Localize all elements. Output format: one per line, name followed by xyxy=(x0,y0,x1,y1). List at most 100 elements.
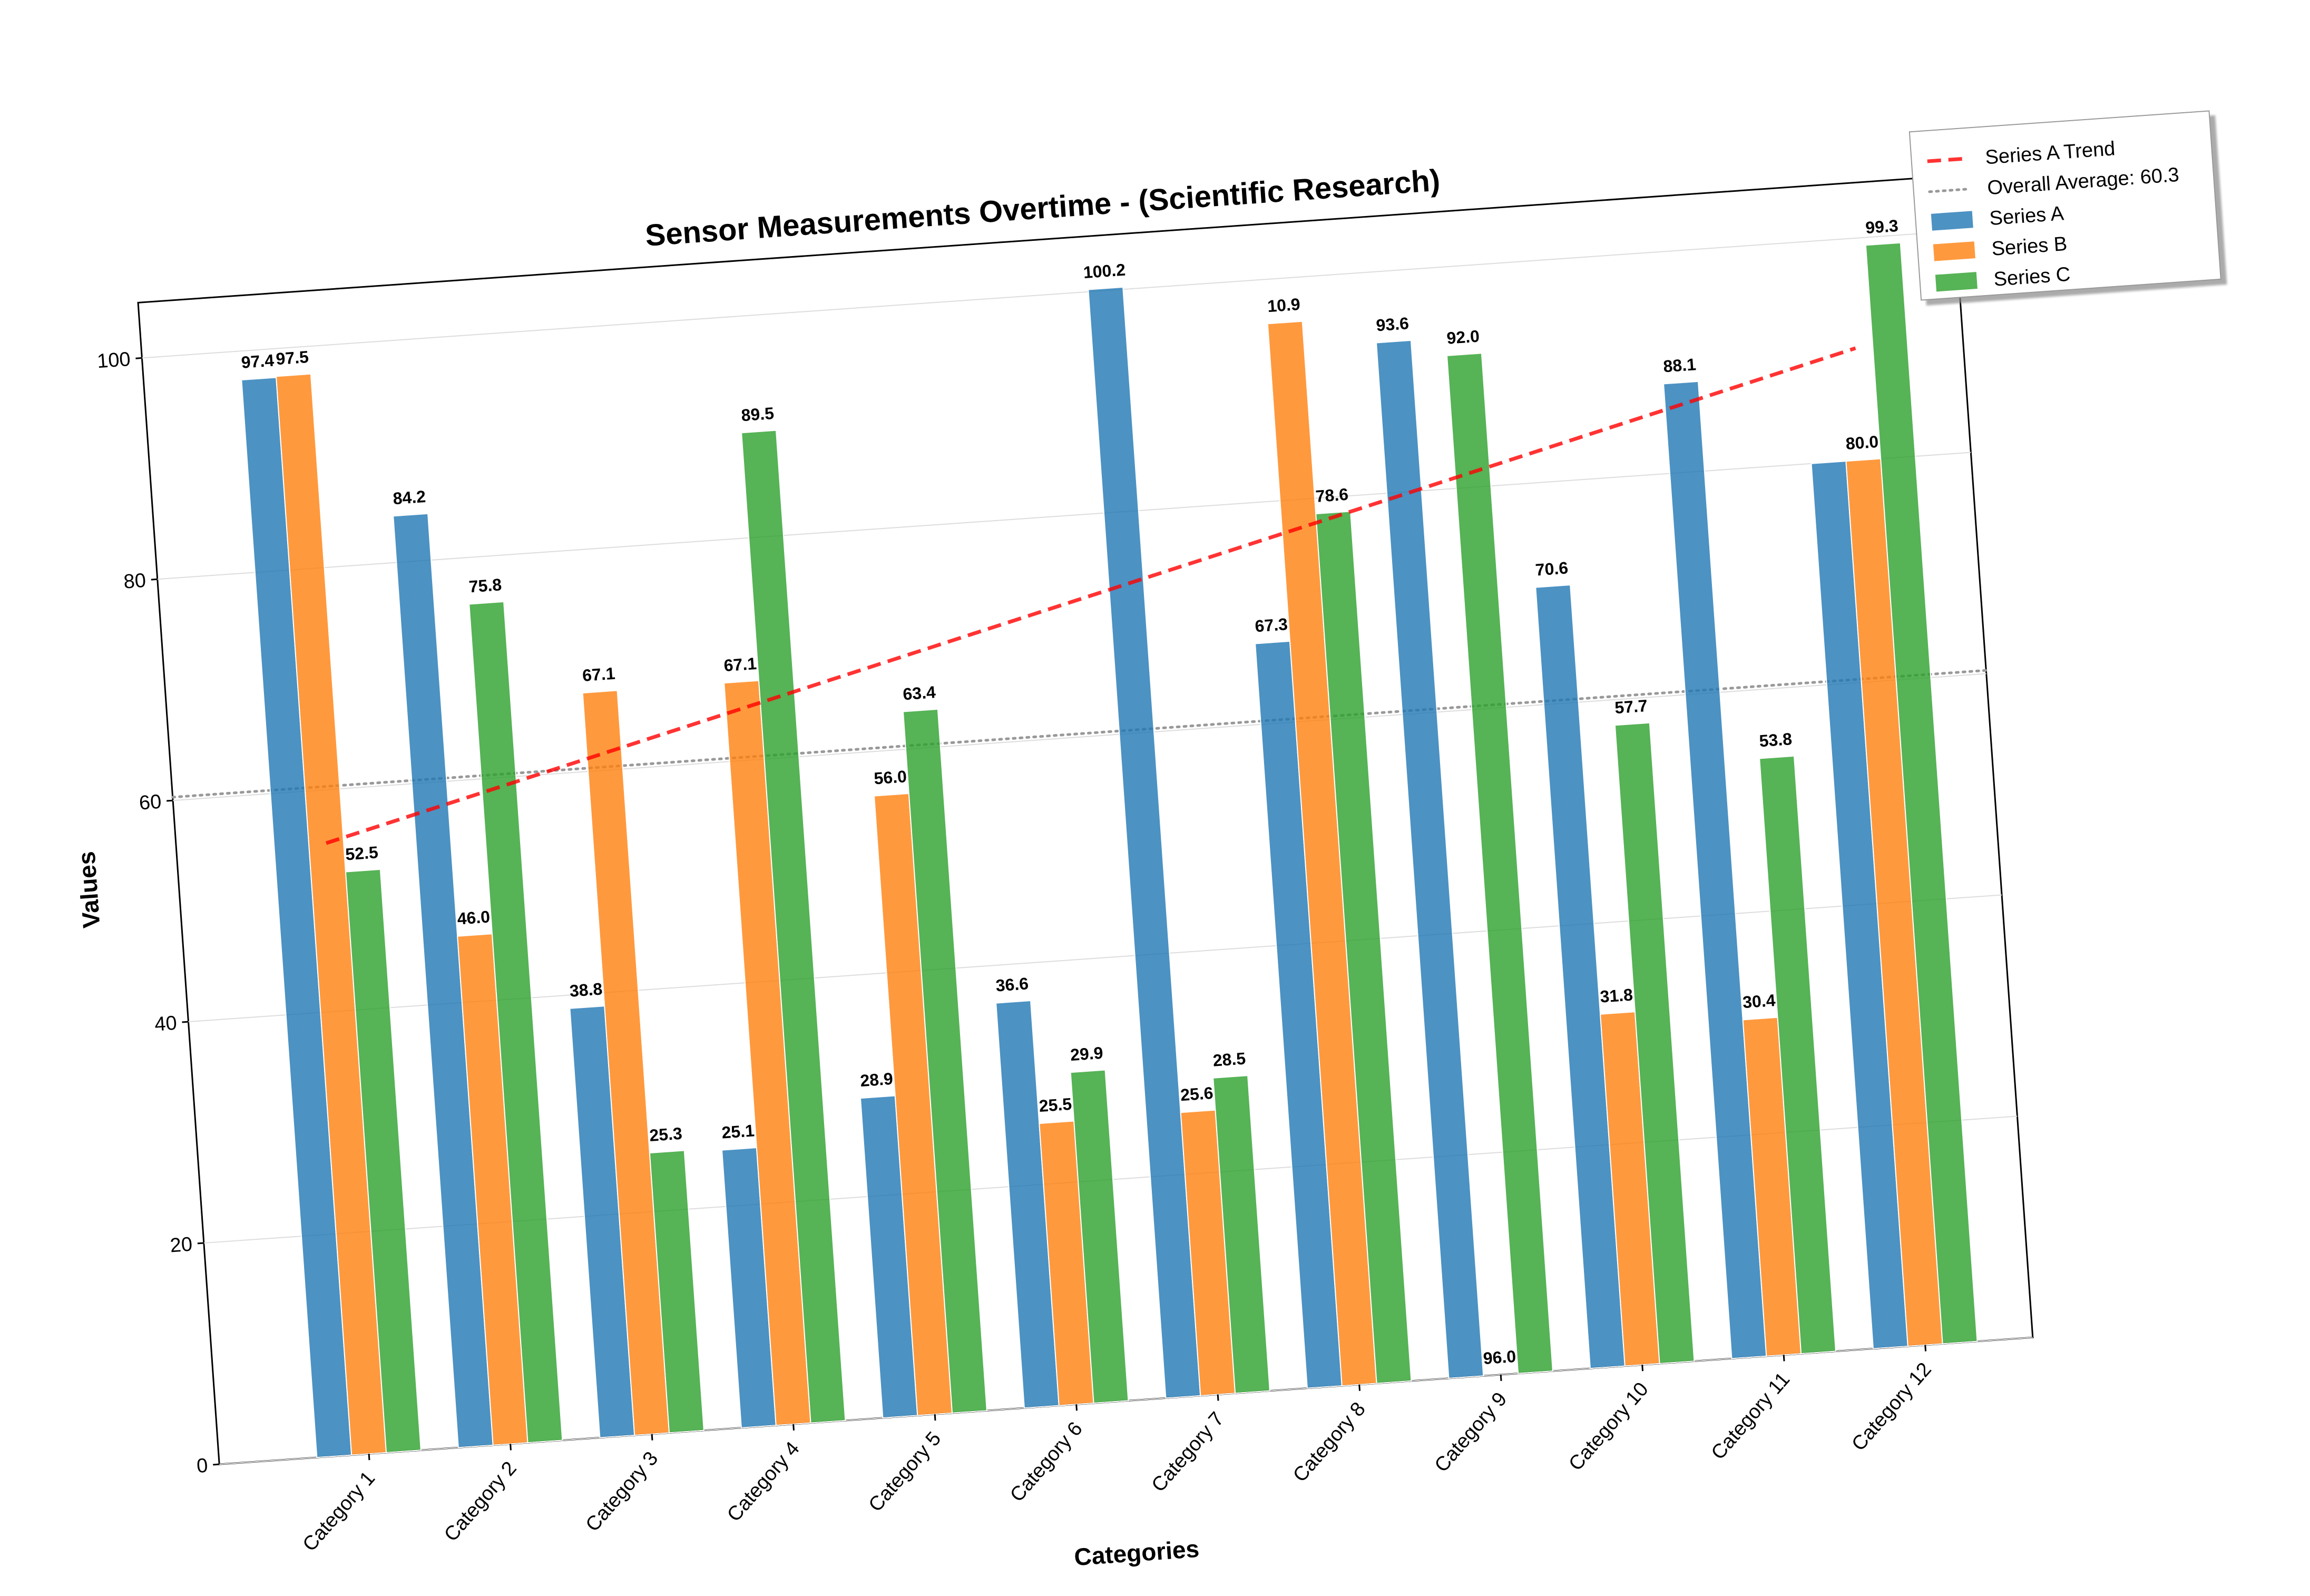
bar-series-c xyxy=(1446,353,1554,1374)
bar-labels: 97.4 84.2 38.8 25.1 28.9 36.6 100.2 67.3 93.6 70.… xyxy=(241,216,1899,1368)
bar-value-label: 10.9 xyxy=(1267,295,1301,316)
bar-value-label: 31.8 xyxy=(1599,985,1633,1006)
bar-value-label: 63.4 xyxy=(902,682,936,703)
bar-value-label: 78.6 xyxy=(1315,485,1349,506)
legend-label: Series B xyxy=(1991,233,2068,260)
grid-line xyxy=(142,230,1956,359)
bar-series-c xyxy=(1865,242,1978,1345)
bar-series-c xyxy=(1614,722,1695,1364)
bar-value-label: 97.5 xyxy=(275,347,309,368)
legend-swatch-series-a xyxy=(1931,211,1973,231)
x-tick-label: Category 7 xyxy=(1148,1408,1229,1496)
bar-value-label: 53.8 xyxy=(1758,729,1793,750)
bar-value-label: 25.6 xyxy=(1180,1083,1214,1104)
bar-value-label: 38.8 xyxy=(569,979,603,1000)
bar-value-label: 28.9 xyxy=(859,1069,894,1090)
legend-swatch-series-c xyxy=(1935,272,1978,292)
bar-series-c xyxy=(741,429,846,1424)
bar-value-label: 28.5 xyxy=(1212,1049,1247,1070)
legend-swatch-series-b xyxy=(1933,241,1975,261)
bar-value-label: 67.3 xyxy=(1254,614,1288,635)
bar-value-label: 97.4 xyxy=(241,351,275,372)
bar-value-label: 30.4 xyxy=(1742,991,1776,1012)
bar-value-label: 52.5 xyxy=(345,843,379,864)
bar-value-label: 25.5 xyxy=(1039,1094,1073,1115)
legend-swatch-average xyxy=(1928,187,1972,193)
bar-series-c xyxy=(1070,1069,1129,1404)
x-tick-label: Category 10 xyxy=(1564,1378,1653,1475)
x-axis-title: Categories xyxy=(1073,1535,1200,1571)
trend-line xyxy=(325,346,1856,845)
bar-series-c xyxy=(1212,1075,1271,1394)
y-tick-label: 60 xyxy=(139,791,162,815)
grid-line xyxy=(173,673,1986,801)
x-tick-mark xyxy=(1075,1404,1078,1411)
x-tick-label: Category 6 xyxy=(1006,1418,1087,1506)
x-tick-label: Category 12 xyxy=(1847,1358,1936,1455)
bar-series-c xyxy=(649,1150,704,1434)
bar-value-label: 57.7 xyxy=(1614,696,1648,717)
y-tick-mark xyxy=(151,578,158,581)
y-ticks: 0 20 40 60 80 100 xyxy=(96,348,220,1477)
bar-series-c xyxy=(345,868,422,1453)
bar-value-label: 56.0 xyxy=(873,767,907,788)
legend-box xyxy=(1908,110,2221,301)
x-tick-label: Category 3 xyxy=(582,1447,663,1536)
bar-value-label: 25.3 xyxy=(649,1124,683,1145)
y-tick-mark xyxy=(167,799,173,802)
bar-value-label: 92.0 xyxy=(1446,327,1480,348)
x-tick-label: Category 4 xyxy=(723,1437,804,1526)
bar-value-label: 84.2 xyxy=(393,487,427,508)
grid-line xyxy=(157,452,1971,580)
bar-value-label: 25.1 xyxy=(721,1121,755,1142)
bar-value-label: 29.9 xyxy=(1070,1043,1104,1064)
bar-value-label: 93.6 xyxy=(1375,314,1410,335)
y-tick-label: 80 xyxy=(123,570,146,593)
bar-value-label: 89.5 xyxy=(740,404,775,425)
legend-swatch-trend xyxy=(1927,156,1969,163)
bar-series-a xyxy=(1375,339,1484,1379)
bar-series-c xyxy=(1759,755,1837,1355)
average-line xyxy=(171,669,1988,799)
y-tick-label: 0 xyxy=(196,1455,209,1477)
bar-series-a xyxy=(1088,286,1201,1399)
bar-value-label: 88.1 xyxy=(1662,355,1697,376)
bar-value-label: 70.6 xyxy=(1535,558,1569,579)
y-tick-label: 100 xyxy=(96,348,131,373)
bar-value-label: 80.0 xyxy=(1845,432,1880,453)
bar-series-c xyxy=(1315,511,1412,1384)
x-tick-label: Category 11 xyxy=(1707,1368,1795,1464)
bar-value-label: 100.2 xyxy=(1083,260,1126,282)
bar-value-label: 36.6 xyxy=(995,974,1029,995)
bar-value-label: 75.8 xyxy=(468,575,503,596)
y-tick-label: 40 xyxy=(154,1012,178,1036)
y-tick-mark xyxy=(213,1463,220,1466)
bar-series-a xyxy=(1663,380,1767,1359)
bar-value-label: 96.0 xyxy=(1483,1347,1517,1368)
bar-series-a xyxy=(1535,584,1626,1369)
x-tick-mark xyxy=(1358,1384,1361,1391)
trend-line-group xyxy=(325,346,1856,845)
x-tick-mark xyxy=(1641,1365,1644,1372)
legend-label: Series A xyxy=(1989,202,2065,230)
bar-series-c xyxy=(468,601,563,1444)
bars xyxy=(241,242,1978,1458)
average-line-group xyxy=(171,669,1988,799)
y-axis-title: Values xyxy=(73,850,105,929)
legend-label: Series C xyxy=(1993,263,2071,291)
y-tick-label: 20 xyxy=(169,1233,193,1257)
x-tick-label: Category 9 xyxy=(1431,1388,1512,1476)
bar-value-label: 46.0 xyxy=(456,907,491,928)
bar-series-c xyxy=(902,708,987,1414)
bar-value-label: 67.1 xyxy=(723,654,758,675)
x-tick-label: Category 8 xyxy=(1289,1398,1370,1486)
bar-value-label: 99.3 xyxy=(1865,216,1899,237)
x-tick-label: Category 2 xyxy=(440,1457,521,1546)
x-tick-mark xyxy=(1924,1345,1927,1352)
x-tick-label: Category 5 xyxy=(865,1428,946,1516)
x-tick-label: Category 1 xyxy=(299,1467,380,1556)
bar-value-label: 67.1 xyxy=(582,664,616,685)
